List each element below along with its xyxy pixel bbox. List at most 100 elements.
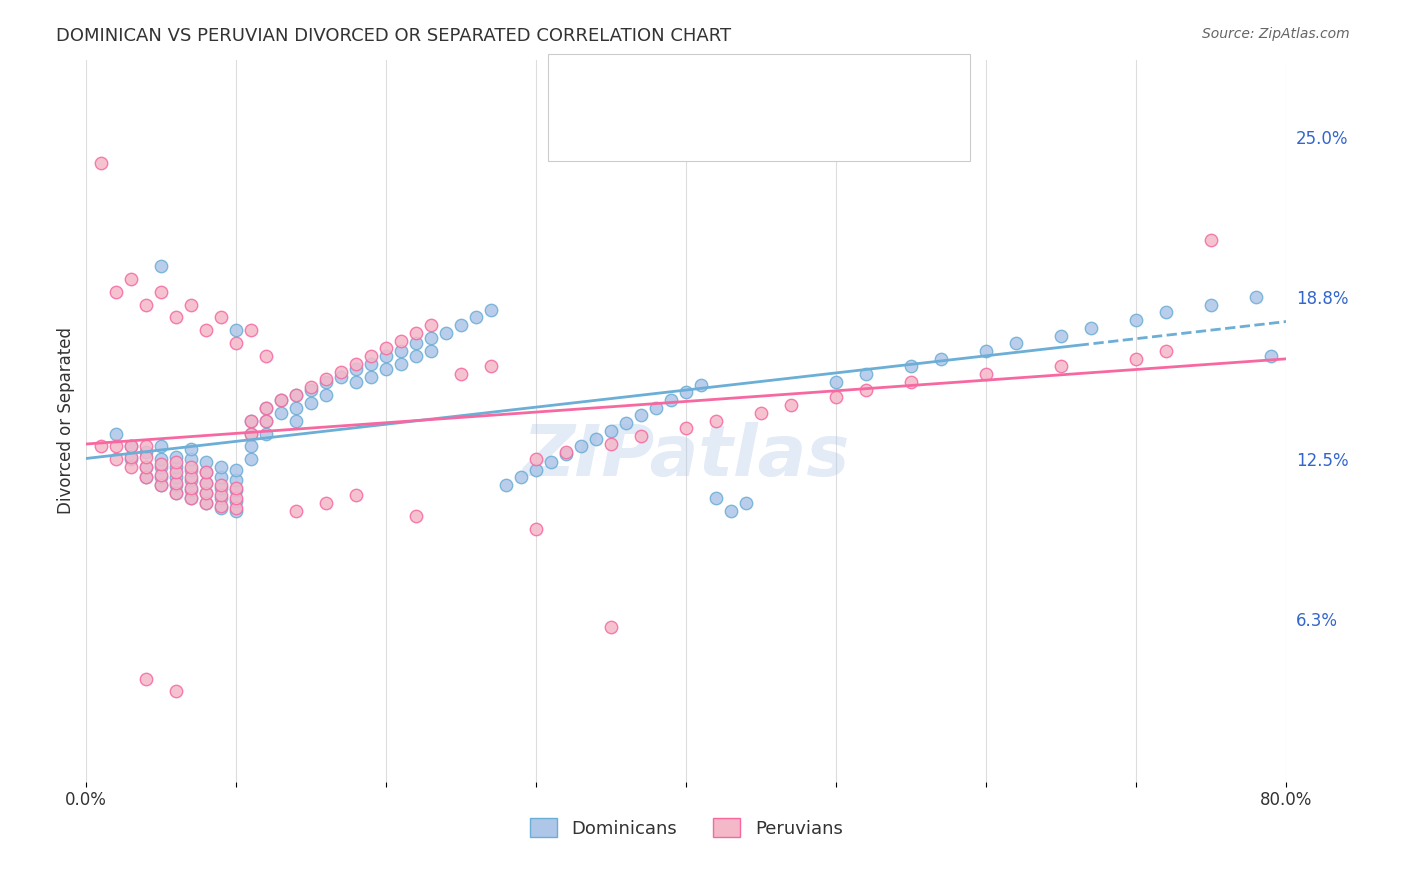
Point: [254, 349, 277, 363]
Point: [180, 473, 202, 487]
Point: [315, 496, 337, 510]
Point: [735, 496, 758, 510]
Point: [195, 486, 218, 500]
Point: [855, 383, 877, 397]
Point: [90, 439, 112, 453]
Point: [254, 401, 277, 415]
Point: [1005, 336, 1028, 351]
Point: [209, 501, 232, 516]
Point: [225, 473, 247, 487]
Point: [120, 439, 142, 453]
Point: [165, 470, 187, 484]
Point: [165, 465, 187, 479]
Text: ZIPatlas: ZIPatlas: [523, 422, 851, 491]
Point: [1125, 351, 1147, 366]
Point: [105, 426, 128, 441]
Point: [150, 467, 173, 482]
Point: [209, 460, 232, 475]
Point: [90, 155, 112, 169]
Point: [165, 310, 187, 325]
Point: [1050, 328, 1073, 343]
Point: [180, 491, 202, 505]
Point: [195, 323, 218, 337]
Point: [165, 478, 187, 492]
Point: [524, 452, 547, 467]
Point: [344, 362, 367, 376]
Point: [120, 460, 142, 475]
Point: [315, 372, 337, 386]
Point: [555, 444, 578, 458]
Point: [225, 493, 247, 508]
Point: [825, 391, 848, 405]
Point: [420, 344, 443, 359]
Point: [165, 486, 187, 500]
Point: [135, 297, 157, 311]
Point: [675, 421, 697, 435]
Point: [240, 426, 263, 441]
Point: [135, 470, 157, 484]
Point: [630, 409, 652, 423]
Point: [225, 501, 247, 516]
Point: [254, 426, 277, 441]
Point: [389, 334, 412, 348]
Point: [165, 475, 187, 490]
Point: [285, 504, 308, 518]
Point: [524, 522, 547, 536]
Point: [209, 310, 232, 325]
Point: [254, 414, 277, 428]
Point: [585, 432, 607, 446]
Point: [375, 342, 398, 356]
Point: [195, 465, 218, 479]
Point: [165, 450, 187, 464]
Point: [450, 318, 472, 333]
Point: [195, 486, 218, 500]
Point: [150, 285, 173, 299]
Point: [510, 470, 533, 484]
Point: [375, 362, 398, 376]
Point: [240, 439, 263, 453]
Point: [675, 385, 697, 400]
Point: [135, 450, 157, 464]
Point: [315, 375, 337, 389]
Point: [285, 388, 308, 402]
Point: [209, 481, 232, 495]
Point: [270, 392, 292, 407]
Point: [225, 323, 247, 337]
Point: [1050, 359, 1073, 374]
Point: [240, 414, 263, 428]
Text: DOMINICAN VS PERUVIAN DIVORCED OR SEPARATED CORRELATION CHART: DOMINICAN VS PERUVIAN DIVORCED OR SEPARA…: [56, 27, 731, 45]
Point: [195, 475, 218, 490]
Point: [105, 452, 128, 467]
Point: [330, 369, 353, 384]
Point: [931, 351, 953, 366]
Point: [690, 377, 713, 392]
Point: [299, 395, 322, 409]
Point: [344, 488, 367, 502]
Point: [780, 398, 803, 412]
Point: [450, 368, 472, 382]
Point: [135, 460, 157, 475]
Point: [360, 349, 382, 363]
Point: [165, 455, 187, 469]
Point: [150, 439, 173, 453]
Point: [150, 478, 173, 492]
Point: [706, 491, 728, 505]
Point: [645, 401, 668, 415]
Point: [465, 310, 488, 325]
Point: [299, 380, 322, 394]
Point: [555, 447, 578, 461]
Point: [209, 470, 232, 484]
Point: [434, 326, 457, 340]
Point: [600, 437, 623, 451]
Point: [180, 491, 202, 505]
Point: [105, 285, 128, 299]
Point: [180, 442, 202, 456]
Point: [706, 414, 728, 428]
Point: [661, 392, 683, 407]
Point: [180, 297, 202, 311]
Point: [405, 509, 427, 524]
Point: [1080, 320, 1102, 334]
Point: [285, 388, 308, 402]
Point: [135, 460, 157, 475]
Point: [855, 368, 877, 382]
